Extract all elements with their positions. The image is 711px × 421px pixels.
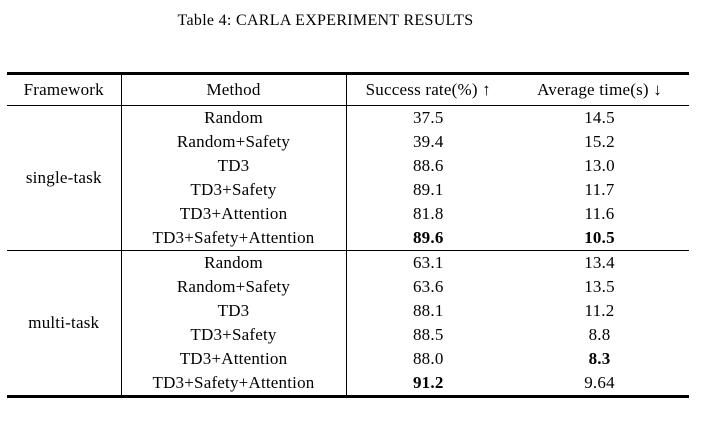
method-cell: Random+Safety: [121, 130, 347, 154]
success-rate-cell: 81.8: [412, 204, 444, 223]
table-row: TD3+Safety+Attention 91.2 9.64: [7, 371, 689, 397]
method-cell: TD3+Safety+Attention: [121, 371, 347, 397]
method-cell: TD3+Attention: [121, 202, 347, 226]
average-time-cell: 8.3: [588, 349, 611, 368]
average-time-cell: 11.7: [584, 180, 615, 199]
method-cell: TD3+Safety: [121, 178, 347, 202]
section-single-task: single-task Random 37.5 14.5 Random+Safe…: [7, 105, 689, 251]
average-time-cell: 13.4: [510, 250, 689, 275]
success-rate-cell: 88.6: [412, 156, 444, 175]
method-cell: TD3: [121, 154, 347, 178]
average-time-cell: 9.64: [584, 373, 615, 392]
average-time-cell: 11.2: [584, 301, 615, 320]
table-row: TD3+Attention 81.8 11.6: [7, 202, 689, 226]
method-cell: Random+Safety: [121, 275, 347, 299]
section-multi-task: multi-task Random 63.1 13.4 Random+Safet…: [7, 250, 689, 397]
success-rate-cell: 88.0: [412, 349, 444, 368]
average-time-cell: 13.0: [584, 156, 615, 175]
table-row: TD3+Safety 89.1 11.7: [7, 178, 689, 202]
method-cell: TD3+Attention: [121, 347, 347, 371]
method-cell: TD3+Safety+Attention: [121, 226, 347, 251]
average-time-cell: 10.5: [584, 228, 615, 247]
table-row: multi-task Random 63.1 13.4: [7, 250, 689, 397]
success-rate-cell: 63.1: [346, 250, 510, 275]
average-time-cell: 13.5: [584, 277, 615, 296]
success-rate-cell: 39.4: [412, 132, 444, 151]
success-rate-cell: 37.5: [412, 108, 444, 127]
method-cell: Random: [121, 250, 347, 275]
header-success-rate: Success rate(%) ↑: [346, 73, 510, 106]
success-rate-cell: 63.6: [412, 277, 444, 296]
results-table: Framework Method Success rate(%) ↑ Avera…: [7, 72, 689, 398]
method-cell: TD3+Safety: [121, 323, 347, 347]
table-row: Random+Safety 63.6 13.5: [7, 275, 689, 299]
framework-label-multi-task: multi-task: [7, 250, 122, 397]
success-rate-cell: 88.1: [412, 301, 444, 320]
framework-label-single-task: single-task: [7, 105, 122, 251]
average-time-cell: 8.8: [588, 325, 611, 344]
header-method: Method: [121, 73, 347, 106]
average-time-cell: 14.5: [584, 108, 615, 127]
average-time-cell: 15.2: [584, 132, 615, 151]
method-cell: TD3: [121, 299, 347, 323]
method-cell: Random: [121, 105, 347, 130]
table-row: Random+Safety 39.4 15.2: [7, 130, 689, 154]
table-caption: Table 4: CARLA EXPERIMENT RESULTS: [177, 12, 474, 29]
table-row: TD3+Safety 88.5 8.8: [7, 323, 689, 347]
table-row: TD3 88.6 13.0: [7, 154, 689, 178]
table-row: TD3+Safety+Attention 89.6 10.5: [7, 226, 689, 251]
success-rate-cell: 89.1: [412, 180, 444, 199]
table-row: TD3+Attention 88.0 8.3: [7, 347, 689, 371]
table-row: TD3 88.1 11.2: [7, 299, 689, 323]
success-rate-cell: 91.2: [412, 373, 444, 392]
success-rate-cell: 89.6: [412, 228, 444, 247]
header-row: Framework Method Success rate(%) ↑ Avera…: [7, 73, 689, 106]
header-average-time: Average time(s) ↓: [510, 73, 689, 106]
header-framework: Framework: [7, 73, 122, 106]
success-rate-cell: 88.5: [412, 325, 444, 344]
average-time-cell: 11.6: [584, 204, 615, 223]
table-row: single-task Random 37.5 14.5: [7, 105, 689, 251]
